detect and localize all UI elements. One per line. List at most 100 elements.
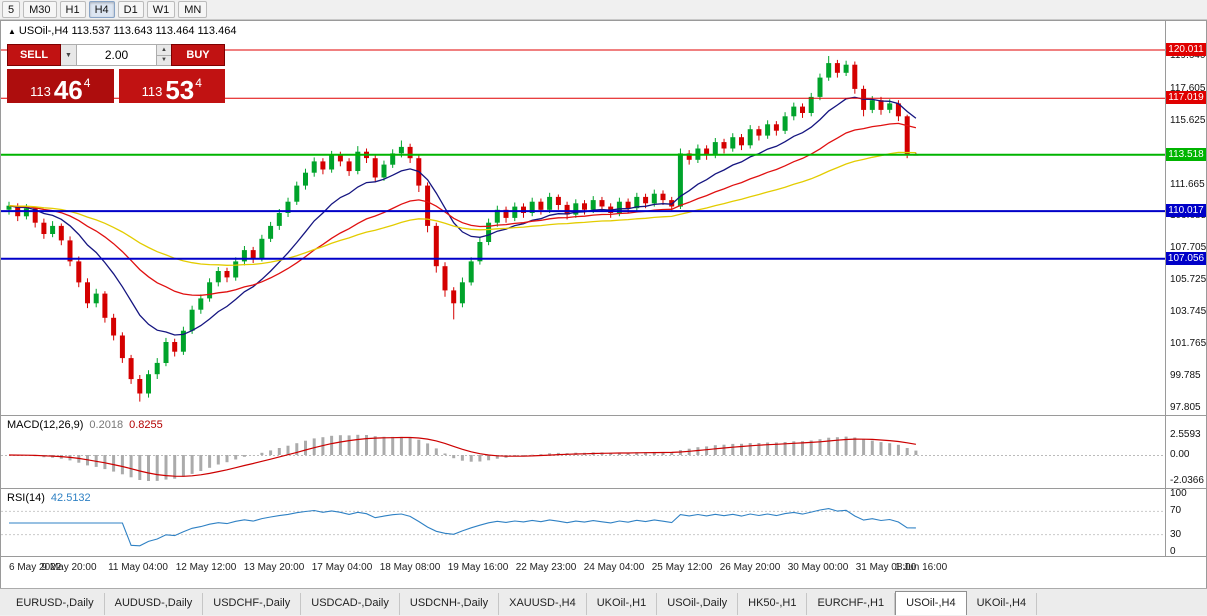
chart-tab-usdchf--daily[interactable]: USDCHF-,Daily [203, 593, 302, 615]
time-axis-label: 31 May 08:00 [855, 562, 917, 573]
buy-button[interactable]: BUY [171, 44, 225, 66]
candle-body [250, 250, 256, 259]
candle-body [791, 106, 797, 117]
main-chart-pane: 119.640117.605115.625113.645111.665109.6… [0, 20, 1207, 416]
trade-panel-controls: SELL ▼ ▲ ▼ BUY [7, 44, 225, 66]
time-axis-label: 25 May 12:00 [651, 562, 713, 573]
macd-signal-line [8, 436, 917, 477]
chart-tab-usdcad--daily[interactable]: USDCAD-,Daily [301, 593, 400, 615]
candle-body [625, 201, 631, 209]
sell-button[interactable]: SELL [7, 44, 61, 66]
rsi-indicator-pane: 100 70 30 0 RSI(14) 42.5132 [0, 489, 1207, 557]
candle-body [233, 261, 239, 278]
candle-body [573, 203, 579, 215]
candle-body [494, 209, 500, 223]
chart-tab-bar: EURUSD-,Daily AUDUSD-,Daily USDCHF-,Daily U… [0, 588, 1207, 615]
chart-tab-ukoil--h1[interactable]: UKOil-,H1 [587, 593, 658, 615]
timeframe-button-w1[interactable]: W1 [146, 1, 176, 18]
candle-body [564, 204, 570, 215]
price-axis-label: 105.725 [1170, 274, 1207, 286]
ask-price[interactable]: 113 53 4 [118, 69, 225, 103]
volume-input[interactable] [77, 44, 157, 66]
candle-body [355, 151, 361, 171]
candle-body [320, 161, 326, 170]
time-axis-label: 24 May 04:00 [583, 562, 645, 573]
candle-body [669, 200, 675, 207]
candlestick-chart[interactable] [1, 21, 1167, 416]
time-axis-label: 18 May 08:00 [379, 562, 441, 573]
chart-tab-ukoil--h4[interactable]: UKOil-,H4 [967, 593, 1038, 615]
price-line-badge[interactable]: 120.011 [1166, 43, 1206, 56]
timeframe-button-h4[interactable]: H4 [88, 1, 115, 18]
bid-point: 4 [83, 76, 91, 90]
time-axis-label: 17 May 04:00 [311, 562, 373, 573]
candle-body [76, 261, 82, 283]
candle-body [599, 200, 605, 207]
chart-tab-eurchf--h1[interactable]: EURCHF-,H1 [807, 593, 896, 615]
chart-tab-xauusd--h4[interactable]: XAUUSD-,H4 [499, 593, 587, 615]
macd-value-signal: 0.8255 [129, 419, 163, 431]
ma-line-12 [8, 96, 917, 336]
candle-body [189, 309, 195, 331]
chart-tab-audusd--daily[interactable]: AUDUSD-,Daily [105, 593, 204, 615]
rsi-name: RSI(14) [7, 492, 45, 504]
candle-body [486, 222, 492, 242]
chart-tab-eurusd--daily[interactable]: EURUSD-,Daily [6, 593, 105, 615]
time-axis-label: 12 May 12:00 [175, 562, 237, 573]
candle-body [32, 208, 38, 223]
candle-body [23, 208, 29, 217]
candle-body [677, 153, 683, 207]
candle-body [555, 196, 561, 205]
price-axis-label: 117.605 [1170, 82, 1206, 94]
candle-body [58, 225, 64, 241]
candle-body [834, 63, 840, 73]
chart-tab-hk50--h1[interactable]: HK50-,H1 [738, 593, 808, 615]
price-axis-label: 99.785 [1170, 370, 1201, 382]
rsi-axis-label: 30 [1170, 528, 1182, 540]
time-axis-label: 1 Jun 16:00 [894, 562, 948, 573]
chart-tab-usoil--h4[interactable]: USOil-,H4 [895, 591, 967, 615]
candle-body [294, 185, 300, 202]
candle-body [172, 342, 178, 352]
candle-body [538, 201, 544, 210]
macd-axis-label: -2.0366 [1170, 475, 1204, 486]
volume-up-icon[interactable]: ▲ [157, 45, 171, 56]
price-line-badge[interactable]: 117.019 [1166, 91, 1206, 105]
price-axis-label: 115.625 [1170, 114, 1206, 126]
time-axis-label: 6 May 2022 [9, 562, 62, 573]
chart-title: ▲ USOil-,H4 113.537 113.643 113.464 113.4… [8, 25, 236, 37]
candle-body [756, 129, 762, 136]
price-axis: 119.640117.605115.625113.645111.665109.6… [1165, 21, 1206, 415]
candle-body [137, 379, 143, 394]
candle-body [111, 317, 117, 336]
candle-body [634, 196, 640, 209]
candle-body [503, 209, 509, 218]
chart-tab-usdcnh--daily[interactable]: USDCNH-,Daily [400, 593, 500, 615]
candle-body [407, 146, 413, 159]
candle-body [747, 129, 753, 146]
volume-dropdown-icon[interactable]: ▼ [61, 44, 77, 66]
candle-body [616, 201, 622, 213]
price-line-badge[interactable]: 107.056 [1166, 251, 1206, 265]
candle-body [773, 124, 779, 131]
candle-body [782, 116, 788, 131]
candle-body [207, 282, 213, 299]
candle-body [102, 293, 108, 318]
candle-body [6, 205, 12, 210]
chart-tab-usoil--daily[interactable]: USOil-,Daily [657, 593, 739, 615]
bid-price[interactable]: 113 46 4 [7, 69, 114, 103]
candle-body [521, 206, 526, 213]
timeframe-button-5[interactable]: 5 [2, 1, 21, 18]
candle-body [311, 161, 317, 173]
price-line-badge[interactable]: 110.017 [1166, 204, 1206, 218]
ask-point: 4 [195, 76, 202, 90]
volume-down-icon[interactable]: ▼ [157, 55, 171, 65]
timeframe-button-d1[interactable]: D1 [117, 1, 144, 18]
timeframe-button-m30[interactable]: M30 [23, 1, 57, 18]
timeframe-button-h1[interactable]: H1 [59, 1, 86, 18]
macd-histogram [16, 434, 918, 481]
price-line-badge[interactable]: 113.518 [1166, 147, 1206, 161]
timeframe-button-mn[interactable]: MN [178, 1, 208, 18]
chart-marker-icon: ▲ [8, 27, 16, 36]
